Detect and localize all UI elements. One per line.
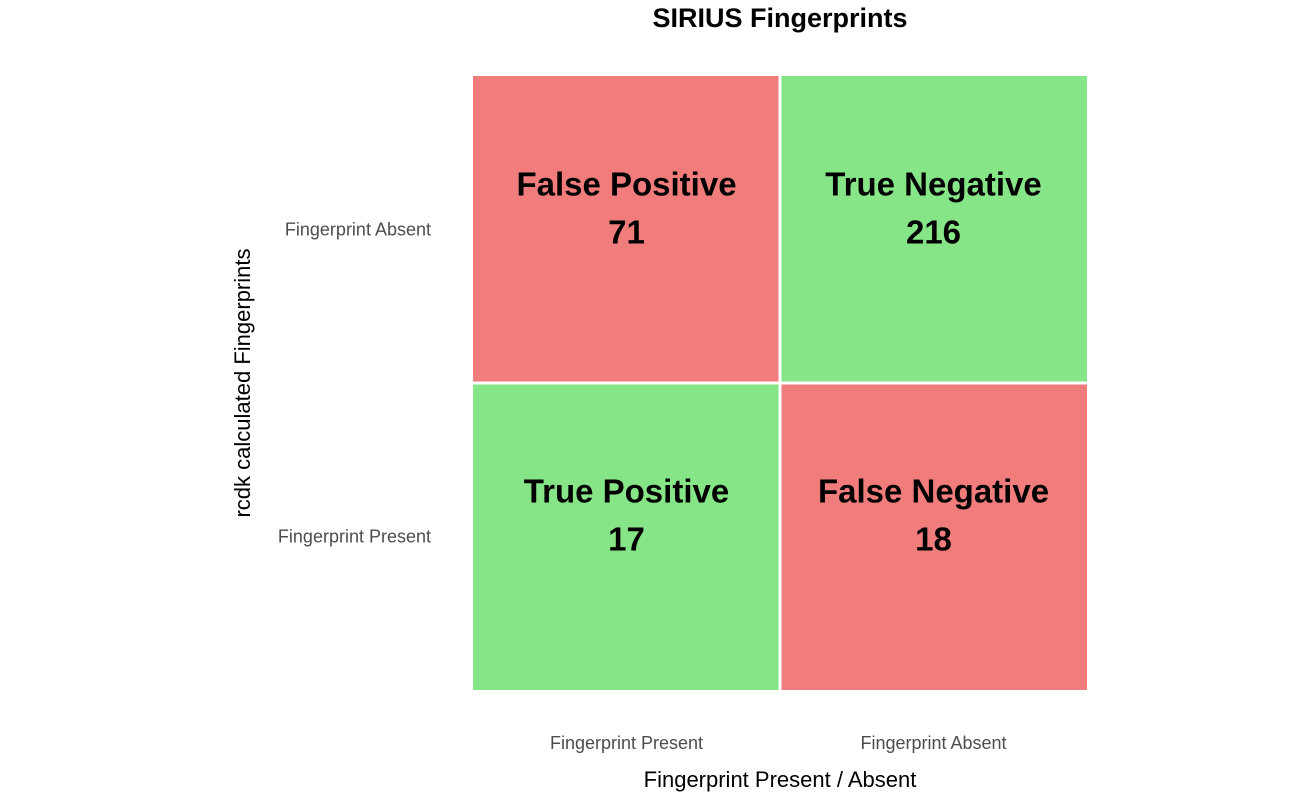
cell-value-false-negative: 18 xyxy=(915,521,952,558)
cell-false-negative xyxy=(781,384,1087,690)
cell-false-positive xyxy=(473,76,779,382)
y-tick-label-fingerprint-present: Fingerprint Present xyxy=(278,527,431,547)
x-axis-title: Fingerprint Present / Absent xyxy=(644,767,917,792)
cell-label-true-negative: True Negative xyxy=(825,166,1041,203)
x-tick-label-fingerprint-present: Fingerprint Present xyxy=(550,733,703,753)
cell-label-false-positive: False Positive xyxy=(516,166,736,203)
cell-value-true-positive: 17 xyxy=(608,521,645,558)
cell-label-false-negative: False Negative xyxy=(818,473,1049,510)
cell-true-positive xyxy=(473,384,779,690)
cell-value-true-negative: 216 xyxy=(906,214,961,251)
y-tick-label-fingerprint-absent: Fingerprint Absent xyxy=(285,220,431,240)
y-axis-title: rcdk calculated Fingerprints xyxy=(230,248,255,517)
chart-title: SIRIUS Fingerprints xyxy=(652,3,908,33)
cell-label-true-positive: True Positive xyxy=(524,473,729,510)
cell-value-false-positive: 71 xyxy=(608,214,645,251)
x-tick-label-fingerprint-absent: Fingerprint Absent xyxy=(860,733,1006,753)
cell-true-negative xyxy=(781,76,1087,382)
